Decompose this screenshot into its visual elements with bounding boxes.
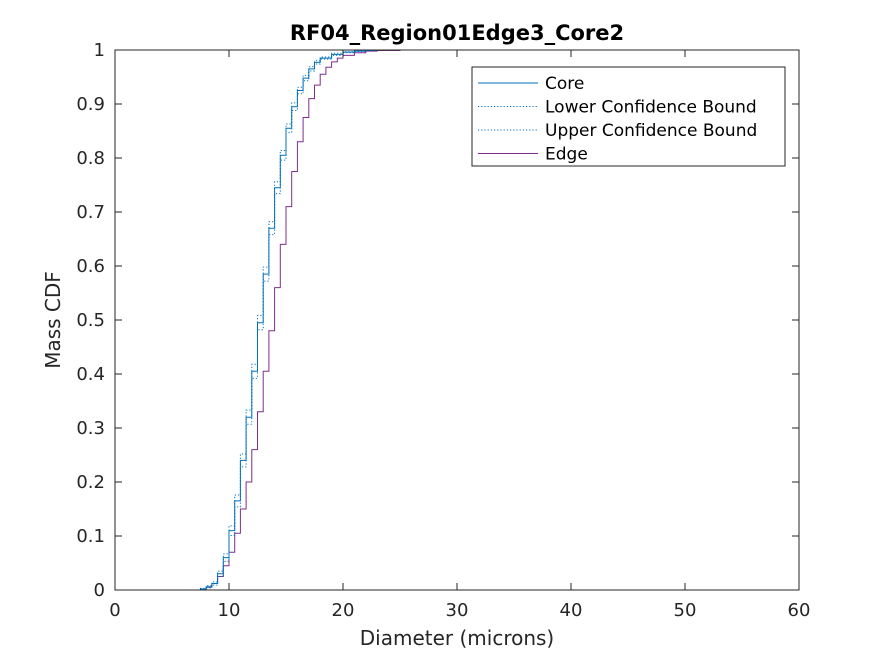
- legend-label: Edge: [545, 145, 588, 165]
- tick-layer: 0 10 20 30 40 50 60 0 0.1 0.2 0.3 0.4 0.5 0.6 0.7 0.8 0.…: [76, 40, 810, 621]
- y-axis-label: Mass CDF: [41, 271, 65, 369]
- chart-title: RF04_Region01Edge3_Core2: [290, 21, 624, 45]
- x-tick-label: 50: [674, 600, 697, 621]
- x-tick-label: 30: [446, 600, 469, 621]
- y-tick-label: 0.2: [76, 472, 105, 493]
- x-tick-label: 40: [560, 600, 583, 621]
- legend-label: Lower Confidence Bound: [545, 98, 757, 118]
- y-tick-label: 0.4: [76, 364, 105, 385]
- x-axis-label: Diameter (microns): [360, 626, 554, 650]
- y-tick-label: 0.7: [76, 202, 105, 223]
- y-tick-label: 0.5: [76, 310, 105, 331]
- series-line-upper-confidence-bound: [189, 49, 685, 591]
- x-tick-label: 0: [109, 600, 120, 621]
- x-tick-label: 20: [332, 600, 355, 621]
- legend: Core Lower Confidence Bound Upper Confiden…: [471, 66, 786, 167]
- x-tick-label: 10: [218, 600, 241, 621]
- y-tick-label: 0.9: [76, 94, 105, 115]
- y-tick-label: 0.6: [76, 256, 105, 277]
- y-tick-label: 0: [94, 580, 105, 601]
- y-tick-label: 1: [94, 40, 105, 61]
- y-tick-label: 0.1: [76, 526, 105, 547]
- legend-label: Core: [545, 74, 584, 94]
- y-tick-label: 0.3: [76, 418, 105, 439]
- x-tick-label: 60: [788, 600, 811, 621]
- y-tick-label: 0.8: [76, 148, 105, 169]
- legend-label: Upper Confidence Bound: [545, 121, 757, 141]
